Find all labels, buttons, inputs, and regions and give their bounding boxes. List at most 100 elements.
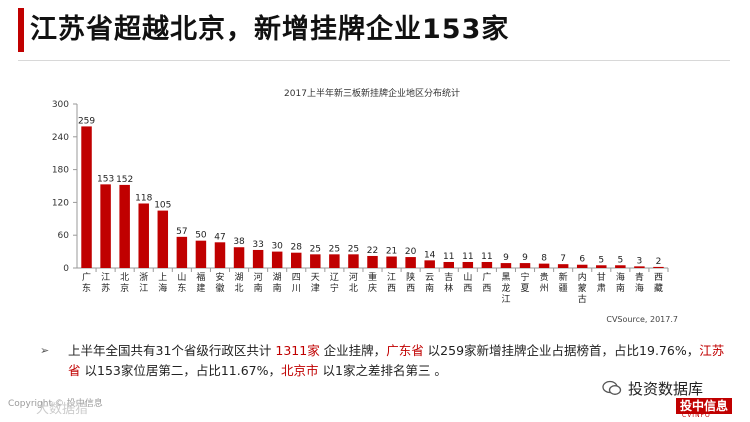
x-category-label: 四川 (292, 273, 301, 294)
x-category-label: 陕西 (406, 271, 415, 294)
bar-value-label: 33 (252, 240, 263, 250)
bar-value-label: 7 (560, 254, 566, 264)
copyright-text: Copyright © 投中信息 (8, 399, 103, 409)
y-tick-label: 180 (52, 166, 69, 176)
x-category-label: 宁夏 (521, 271, 530, 294)
x-category-label: 内蒙古 (578, 271, 587, 305)
x-category-label: 重庆 (368, 271, 377, 294)
bar-value-label: 5 (598, 255, 604, 265)
y-tick-label: 0 (63, 264, 69, 274)
bar-value-label: 25 (348, 244, 359, 254)
bar-value-label: 38 (233, 237, 245, 247)
summary-part-3: 以259家新增挂牌企业占据榜首，占比19.76%， (423, 343, 700, 358)
wechat-account-name: 投资数据库 (628, 380, 704, 398)
wechat-icon (602, 380, 622, 395)
bar-value-label: 50 (195, 231, 207, 241)
bar-value-label: 47 (214, 232, 225, 242)
bar (596, 265, 607, 268)
bar (195, 240, 207, 268)
bar (176, 236, 188, 268)
summary-part-2: 企业挂牌， (319, 343, 387, 358)
summary-jiangsu-highlight: 江苏省 (68, 343, 725, 378)
bar-value-label: 28 (291, 243, 303, 253)
x-category-label: 河南 (254, 271, 263, 294)
x-category-label: 北京 (120, 272, 129, 294)
bar-value-label: 57 (176, 227, 187, 237)
x-category-label: 浙江 (139, 271, 148, 294)
bar-value-label: 11 (443, 252, 454, 262)
bar-value-label: 22 (367, 246, 378, 256)
bar (367, 255, 378, 268)
x-category-label: 湖南 (273, 272, 282, 294)
bar-value-label: 6 (579, 255, 585, 265)
bar (519, 263, 531, 268)
x-category-label: 山东 (177, 272, 186, 294)
x-category-label: 云南 (425, 273, 434, 294)
bar (100, 184, 111, 268)
summary-part-5: 以1家之差排名第三 。 (318, 363, 447, 378)
x-category-label: 辽宁 (330, 272, 339, 294)
bar (576, 264, 588, 268)
x-category-label: 山西 (463, 272, 472, 294)
x-category-label: 江西 (387, 272, 396, 294)
bar-value-label: 20 (405, 247, 417, 257)
bar-value-label: 9 (522, 253, 528, 263)
summary-beijing-highlight: 北京市 (281, 363, 319, 378)
bar (138, 203, 149, 268)
y-tick-label: 60 (58, 231, 70, 241)
bar (329, 254, 340, 268)
bar (405, 257, 416, 268)
bar (557, 264, 569, 268)
x-category-label: 海南 (616, 271, 625, 294)
bar (119, 184, 130, 268)
summary-part-4: 以153家位居第二，占比11.67%， (80, 363, 282, 378)
bar (214, 242, 226, 268)
bar-value-label: 2 (656, 257, 662, 267)
x-category-label: 新疆 (559, 271, 568, 294)
bar (348, 254, 359, 268)
x-category-label: 江苏 (101, 272, 110, 294)
bar (615, 265, 626, 268)
x-category-label: 安徽 (215, 271, 224, 294)
bar-value-label: 11 (481, 252, 492, 262)
slide-title: 江苏省超越北京，新增挂牌企业153家 (30, 14, 510, 45)
bar-value-label: 9 (503, 253, 509, 263)
chart-category-labels: 广东江苏北京浙江上海山东福建安徽湖北河南湖南四川天津辽宁河北重庆江西陕西云南吉林… (82, 271, 663, 305)
x-category-label: 吉林 (444, 272, 453, 294)
bar-value-label: 25 (310, 244, 321, 254)
x-category-label: 广西 (482, 271, 491, 294)
bar-value-label: 14 (424, 250, 436, 260)
summary-guangdong-highlight: 广东省 (386, 343, 424, 358)
bar-value-label: 30 (271, 242, 283, 252)
bar (386, 256, 397, 268)
summary-bullet: ➢ 上半年全国共有31个省级行政区共计 1311家 企业挂牌，广东省 以259家… (40, 341, 730, 381)
summary-text: 上半年全国共有31个省级行政区共计 1311家 企业挂牌，广东省 以259家新增… (68, 341, 730, 381)
chart-title: 2017上半年新三板新挂牌企业地区分布统计 (284, 87, 460, 99)
bar (443, 261, 455, 268)
brand-logo: 投中信息 (676, 398, 733, 414)
bar-value-label: 152 (116, 175, 133, 185)
chart-bars (81, 126, 664, 268)
x-category-label: 西藏 (654, 272, 663, 294)
wechat-watermark: 投资数据库 (602, 378, 703, 399)
x-category-label: 天津 (311, 273, 320, 294)
summary-part-1: 上半年全国共有31个省级行政区共计 (68, 343, 276, 358)
bar (481, 261, 493, 268)
x-category-label: 河北 (349, 271, 358, 294)
summary-total-highlight: 1311家 (275, 343, 320, 358)
bar (81, 126, 92, 268)
bar (653, 266, 664, 268)
y-tick-label: 120 (52, 198, 69, 208)
bar (233, 247, 245, 268)
bar (271, 251, 283, 268)
x-category-label: 湖北 (235, 272, 244, 294)
y-tick-label: 300 (52, 100, 69, 110)
x-category-label: 福建 (196, 271, 205, 294)
bar-value-label: 11 (462, 252, 473, 262)
bar (538, 263, 550, 268)
x-category-label: 甘肃 (597, 271, 606, 294)
x-category-label: 贵州 (540, 271, 549, 294)
bar-value-label: 8 (541, 254, 547, 264)
bar (500, 263, 512, 268)
